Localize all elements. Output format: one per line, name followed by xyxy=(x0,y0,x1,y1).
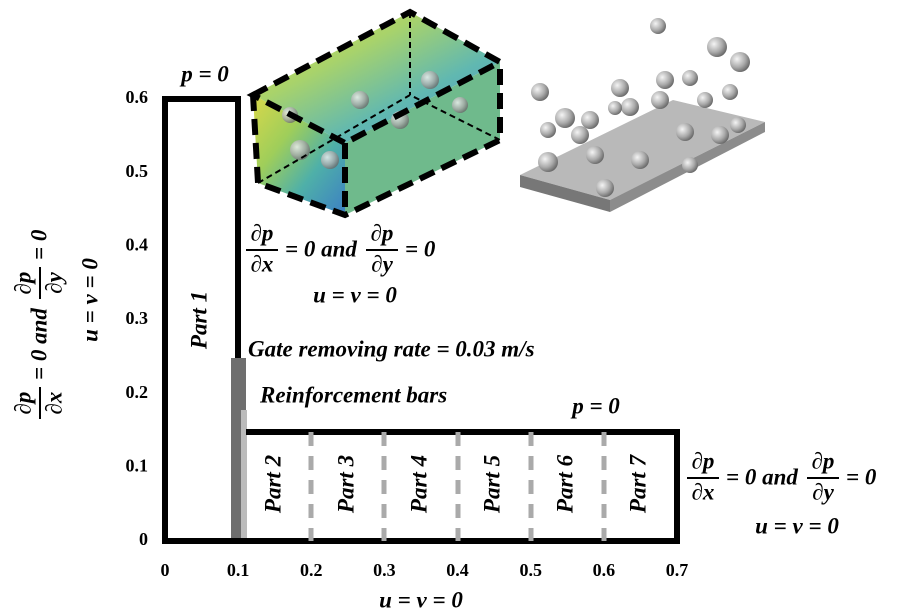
x-tick-label: 0.3 xyxy=(373,560,396,580)
diagram: p = 0 p = 0 Gate removing rate = 0.03 m/… xyxy=(0,0,917,613)
y-tick-label: 0.2 xyxy=(126,382,149,402)
velocity-condition: u = v = 0 xyxy=(755,513,839,538)
x-tick-label: 0.2 xyxy=(300,560,323,580)
fraction-numerator: ∂p xyxy=(812,448,835,473)
fraction-numerator: ∂p xyxy=(10,272,35,295)
x-tick-label: 0.4 xyxy=(446,560,469,580)
fraction-denominator: ∂y xyxy=(812,479,834,504)
fraction-denominator: ∂x xyxy=(251,251,274,276)
tank-pressure: p = 0 xyxy=(570,393,620,418)
x-tick-label: 0.7 xyxy=(666,560,689,580)
particle-plate-image xyxy=(520,18,765,212)
fraction-numerator: ∂p xyxy=(10,392,35,415)
condition-text: = 0 and xyxy=(26,308,51,380)
part-label: Part 4 xyxy=(406,455,431,514)
fluid-box-image xyxy=(253,12,500,215)
condition-text: = 0 xyxy=(405,236,436,261)
fraction-numerator: ∂p xyxy=(692,448,715,473)
bars-label: Reinforcement bars xyxy=(259,382,447,407)
y-tick-label: 0.1 xyxy=(126,455,149,475)
fraction-denominator: ∂y xyxy=(371,251,393,276)
boundary-condition: ∂p ∂x = 0 and ∂p ∂y = 0 u = v = 0 xyxy=(687,448,877,538)
part-label: Part 1 xyxy=(186,291,211,350)
bottom-condition: u = v = 0 xyxy=(379,587,463,612)
y-tick-label: 0 xyxy=(139,529,148,549)
condition-text: = 0 and xyxy=(285,236,357,261)
y-tick-label: 0.3 xyxy=(126,308,149,328)
boundary-condition: ∂p ∂x = 0 and ∂p ∂y = 0 u = v = 0 xyxy=(10,229,102,419)
y-tick-label: 0.4 xyxy=(126,234,149,254)
x-tick-label: 0 xyxy=(161,560,170,580)
velocity-condition: u = v = 0 xyxy=(313,282,397,307)
y-tick-label: 0.6 xyxy=(126,87,149,107)
top-pressure: p = 0 xyxy=(179,61,229,86)
part-label: Part 7 xyxy=(625,453,650,514)
part-label: Part 5 xyxy=(479,455,504,514)
fraction-numerator: ∂p xyxy=(371,220,394,245)
x-tick-label: 0.5 xyxy=(519,560,542,580)
boundary-condition: ∂p ∂x = 0 and ∂p ∂y = 0 u = v = 0 xyxy=(246,220,436,307)
part-label: Part 2 xyxy=(260,455,285,514)
condition-text: = 0 and xyxy=(726,464,798,489)
fraction-denominator: ∂y xyxy=(41,271,66,293)
fraction-numerator: ∂p xyxy=(251,220,274,245)
fraction-denominator: ∂x xyxy=(41,392,66,415)
condition-text: = 0 xyxy=(846,464,877,489)
condition-text: = 0 xyxy=(26,229,51,260)
gate-label: Gate removing rate = 0.03 m/s xyxy=(248,336,535,361)
fraction-denominator: ∂x xyxy=(692,479,715,504)
part-label: Part 3 xyxy=(333,455,358,514)
x-tick-label: 0.6 xyxy=(593,560,616,580)
velocity-condition: u = v = 0 xyxy=(77,258,102,342)
y-tick-label: 0.5 xyxy=(126,161,149,181)
x-tick-label: 0.1 xyxy=(227,560,250,580)
part-label: Part 6 xyxy=(552,454,577,514)
